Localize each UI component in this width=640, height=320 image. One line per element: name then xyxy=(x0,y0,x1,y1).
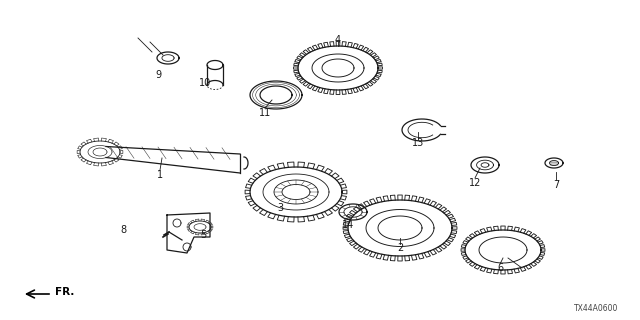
Text: 6: 6 xyxy=(497,263,503,273)
Text: 14: 14 xyxy=(342,220,354,230)
Text: 11: 11 xyxy=(259,108,271,118)
Text: 13: 13 xyxy=(412,138,424,148)
Text: 7: 7 xyxy=(553,180,559,190)
Text: 12: 12 xyxy=(469,178,481,188)
Text: 2: 2 xyxy=(397,243,403,253)
Text: 5: 5 xyxy=(200,230,206,240)
Text: 8: 8 xyxy=(120,225,126,235)
Text: FR.: FR. xyxy=(55,287,74,297)
Text: 1: 1 xyxy=(157,170,163,180)
Text: 4: 4 xyxy=(335,35,341,45)
Text: 9: 9 xyxy=(155,70,161,80)
Text: TX44A0600: TX44A0600 xyxy=(573,304,618,313)
Text: 10: 10 xyxy=(199,78,211,88)
Text: 3: 3 xyxy=(277,203,283,213)
